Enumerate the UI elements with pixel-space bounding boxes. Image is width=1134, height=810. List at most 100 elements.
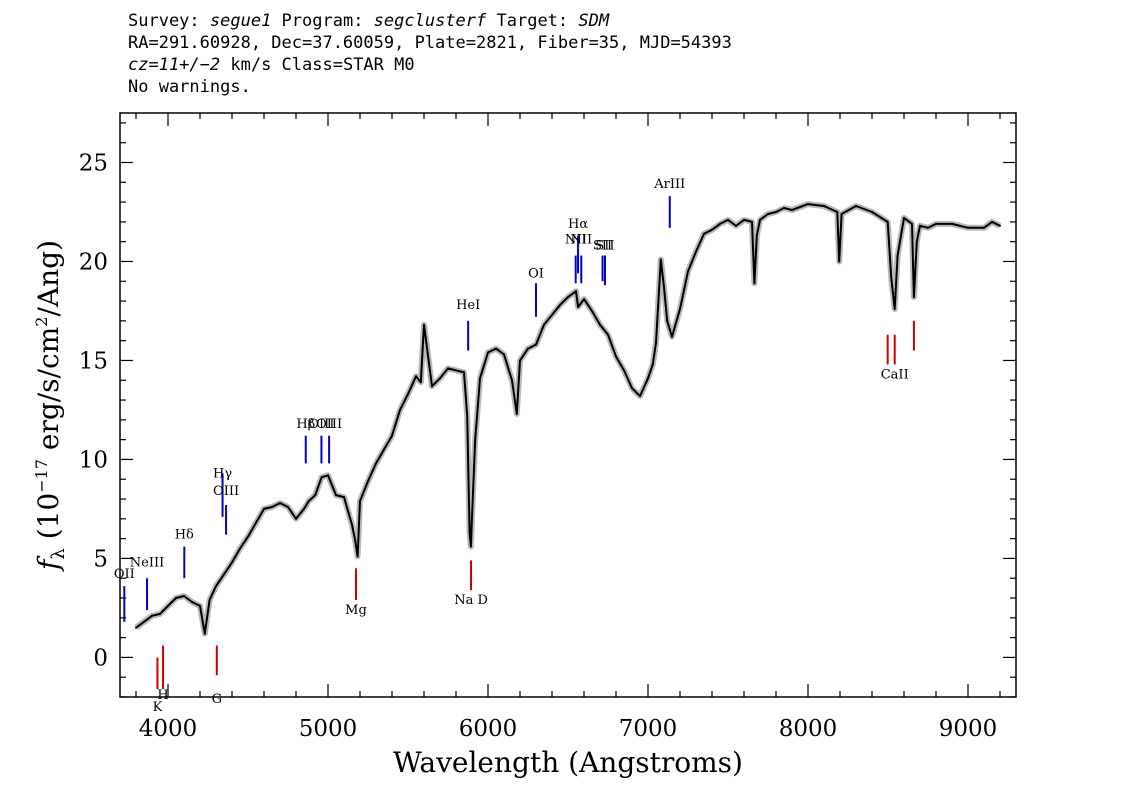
flux-point: [287, 506, 289, 508]
flux-point: [983, 226, 985, 229]
flux-point: [191, 601, 193, 603]
flux-point: [463, 371, 465, 374]
flux-point: [607, 333, 609, 336]
flux-point: [320, 476, 323, 479]
flux-point: [399, 408, 401, 411]
flux-point: [751, 220, 753, 223]
flux-point: [663, 286, 665, 289]
spectral-line-label: SII: [593, 239, 612, 254]
y-axis-label: fλ (10−17 erg/s/cm2/Ang): [32, 240, 69, 572]
flux-point: [175, 597, 177, 599]
flux-point: [515, 412, 518, 415]
flux-point: [503, 353, 505, 356]
flux-point: [495, 347, 497, 350]
redshift-value: cz=11+/−2: [128, 55, 221, 75]
flux-point: [466, 414, 469, 417]
flux-point: [783, 207, 785, 209]
flux-point: [951, 222, 953, 225]
flux-point: [631, 387, 633, 390]
flux-point: [199, 604, 201, 607]
flux-point: [719, 222, 721, 225]
program-label: Program:: [271, 11, 374, 31]
flux-point: [567, 296, 569, 299]
survey-value: segue1: [209, 11, 272, 31]
spectral-line-label: NII: [570, 233, 592, 248]
flux-point: [419, 381, 422, 384]
flux-point: [335, 494, 337, 497]
spectral-line-label: Hδ: [175, 528, 194, 543]
flux-point: [753, 282, 756, 285]
flux-point: [711, 228, 713, 231]
flux-point: [203, 632, 206, 635]
flux-point: [893, 308, 896, 310]
flux-point: [915, 240, 918, 243]
flux-point: [840, 213, 843, 215]
flux-point: [511, 379, 513, 382]
flux-point: [391, 434, 393, 437]
spectral-line-label: H: [157, 688, 168, 703]
flux-point: [239, 547, 241, 550]
flux-point: [314, 494, 317, 497]
flux-point: [886, 220, 889, 223]
flux-point: [890, 276, 893, 279]
spectral-line-label: Hα: [568, 217, 588, 232]
spectrum-header: Survey: segue1 Program: segclusterf Targ…: [128, 10, 732, 98]
flux-point: [423, 323, 425, 326]
flux-point: [343, 496, 345, 499]
flux-point: [527, 347, 529, 350]
flux-point: [479, 377, 481, 380]
flux-point: [703, 232, 705, 235]
flux-point: [447, 367, 449, 370]
axis-ticks: [120, 113, 1016, 698]
flux-point: [615, 355, 617, 358]
x-axis-label: Wavelength (Angstroms): [393, 746, 743, 779]
x-tick-label: 6000: [459, 716, 518, 742]
flux-point: [469, 545, 472, 548]
flux-point: [911, 222, 913, 225]
flux-point: [775, 211, 777, 213]
flux-point: [135, 626, 137, 629]
flux-point: [468, 531, 471, 534]
flux-point: [991, 220, 993, 223]
flux-point: [935, 222, 937, 225]
spectral-line-label: HeI: [456, 298, 480, 313]
flux-point: [183, 595, 185, 597]
flux-point: [679, 308, 681, 310]
survey-label: Survey:: [128, 11, 210, 31]
spectral-line-label: Hβ: [296, 417, 315, 432]
flux-point: [767, 213, 769, 215]
flux-point: [471, 515, 473, 518]
flux-point: [543, 323, 545, 326]
flux-point: [474, 438, 477, 441]
flux-point: [999, 224, 1001, 227]
y-tick-label: 20: [79, 249, 108, 275]
spectral-line-label: SII: [595, 239, 614, 254]
class-value: km/s Class=STAR M0: [220, 55, 415, 75]
flux-point: [687, 270, 689, 273]
flux-point: [487, 351, 489, 354]
flux-point: [307, 500, 310, 502]
flux-point: [223, 573, 225, 576]
flux-point: [823, 205, 825, 207]
spectral-line-label: Hγ: [213, 466, 232, 481]
flux-point: [367, 480, 369, 483]
spectral-line-label: OIII: [316, 417, 342, 432]
flux-point: [271, 506, 273, 508]
flux-point: [623, 369, 625, 372]
y-tick-label: 5: [93, 546, 108, 572]
spectral-line-label: OIII: [308, 417, 334, 432]
x-tick-label: 9000: [939, 716, 998, 742]
plot-frame: [119, 112, 1017, 698]
flux-point: [651, 363, 654, 366]
flux-point: [351, 523, 353, 526]
flux-point: [967, 226, 969, 229]
flux-point: [896, 254, 899, 257]
flux-point: [327, 474, 329, 477]
flux-point: [735, 224, 737, 227]
flux-point: [279, 502, 281, 504]
flux-point: [919, 224, 921, 227]
flux-point: [519, 359, 521, 362]
flux-point: [655, 341, 657, 344]
